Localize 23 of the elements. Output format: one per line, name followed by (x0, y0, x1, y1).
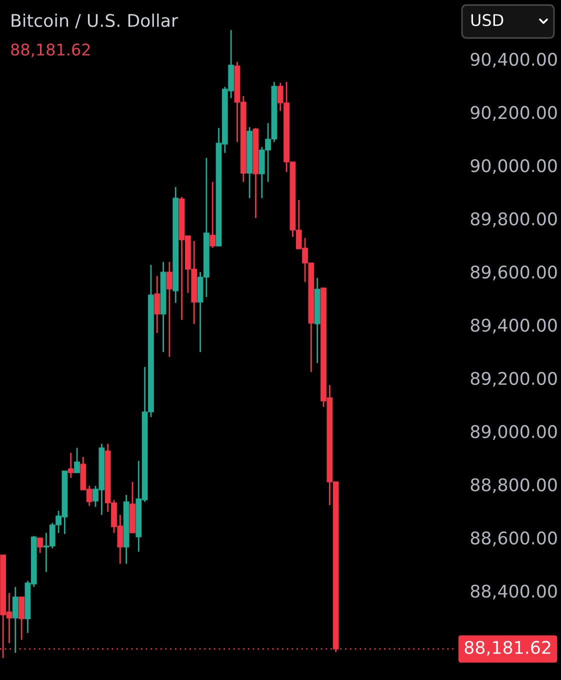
candlestick (166, 261, 172, 358)
y-tick-label: 88,800.00 (470, 478, 557, 494)
candlestick (210, 181, 216, 249)
y-tick-label: 89,200.00 (470, 372, 557, 387)
candlestick (154, 275, 160, 334)
y-tick-label: 89,400.00 (470, 318, 557, 334)
candlestick (74, 447, 80, 474)
ref-line-label: 88,181.62 (464, 640, 550, 656)
y-tick-label: 90,000.00 (470, 159, 557, 174)
text: USD (471, 14, 504, 26)
y-tick-label: 90,200.00 (470, 106, 557, 121)
y-tick-label: 90,400.00 (470, 52, 557, 68)
candlestick (37, 537, 43, 554)
candlestick (12, 586, 18, 654)
candlestick (68, 452, 74, 479)
text: Bitcoin / U.S. Dollar (12, 14, 178, 28)
y-tick-label: 89,600.00 (470, 266, 557, 280)
y-tick-label: 89,000.00 (470, 425, 557, 440)
text: 88,181.62 (11, 44, 90, 58)
y-tick-label: 88,400.00 (470, 584, 557, 600)
candlestick (18, 596, 25, 641)
y-tick-label: 89,800.00 (470, 212, 557, 228)
y-tick-label: 88,600.00 (470, 531, 557, 546)
